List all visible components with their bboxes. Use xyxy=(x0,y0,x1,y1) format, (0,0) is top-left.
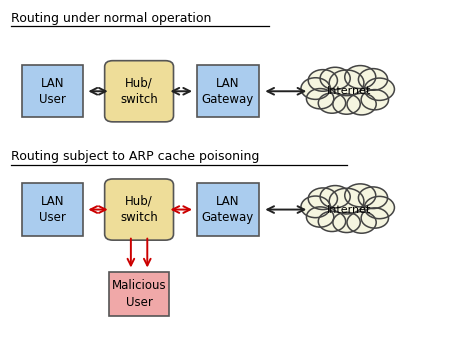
Circle shape xyxy=(344,184,375,207)
Circle shape xyxy=(332,212,359,233)
Circle shape xyxy=(318,93,345,113)
Text: LAN
Gateway: LAN Gateway xyxy=(202,76,253,106)
Text: Routing under normal operation: Routing under normal operation xyxy=(11,12,211,25)
FancyBboxPatch shape xyxy=(197,183,258,236)
Circle shape xyxy=(319,186,349,208)
Circle shape xyxy=(318,211,345,232)
Circle shape xyxy=(358,69,387,90)
Circle shape xyxy=(319,67,349,90)
Circle shape xyxy=(306,89,333,109)
FancyBboxPatch shape xyxy=(105,61,173,122)
Circle shape xyxy=(346,93,375,115)
Circle shape xyxy=(346,212,375,233)
Text: LAN
User: LAN User xyxy=(39,195,66,224)
Circle shape xyxy=(308,188,337,210)
Text: LAN
Gateway: LAN Gateway xyxy=(202,195,253,224)
Text: Hub/
switch: Hub/ switch xyxy=(120,195,157,224)
Circle shape xyxy=(364,196,394,219)
Circle shape xyxy=(308,70,337,91)
Text: Hub/
switch: Hub/ switch xyxy=(120,76,157,106)
Text: Internet: Internet xyxy=(326,204,370,215)
FancyBboxPatch shape xyxy=(22,183,83,236)
Text: LAN
User: LAN User xyxy=(39,76,66,106)
FancyBboxPatch shape xyxy=(105,179,173,240)
Circle shape xyxy=(360,208,388,228)
FancyBboxPatch shape xyxy=(316,78,375,105)
Circle shape xyxy=(306,207,333,227)
Circle shape xyxy=(360,90,388,110)
Circle shape xyxy=(358,187,387,209)
Circle shape xyxy=(329,188,363,214)
Circle shape xyxy=(300,78,329,99)
Text: Internet: Internet xyxy=(326,86,370,96)
Circle shape xyxy=(344,66,375,89)
Text: Routing subject to ARP cache poisoning: Routing subject to ARP cache poisoning xyxy=(11,150,259,163)
FancyBboxPatch shape xyxy=(22,65,83,118)
FancyBboxPatch shape xyxy=(197,65,258,118)
Circle shape xyxy=(364,78,394,100)
Circle shape xyxy=(329,70,363,96)
Circle shape xyxy=(332,94,359,114)
Text: Malicious
User: Malicious User xyxy=(111,279,166,309)
FancyBboxPatch shape xyxy=(316,196,375,223)
FancyBboxPatch shape xyxy=(109,272,168,316)
Circle shape xyxy=(300,196,329,218)
